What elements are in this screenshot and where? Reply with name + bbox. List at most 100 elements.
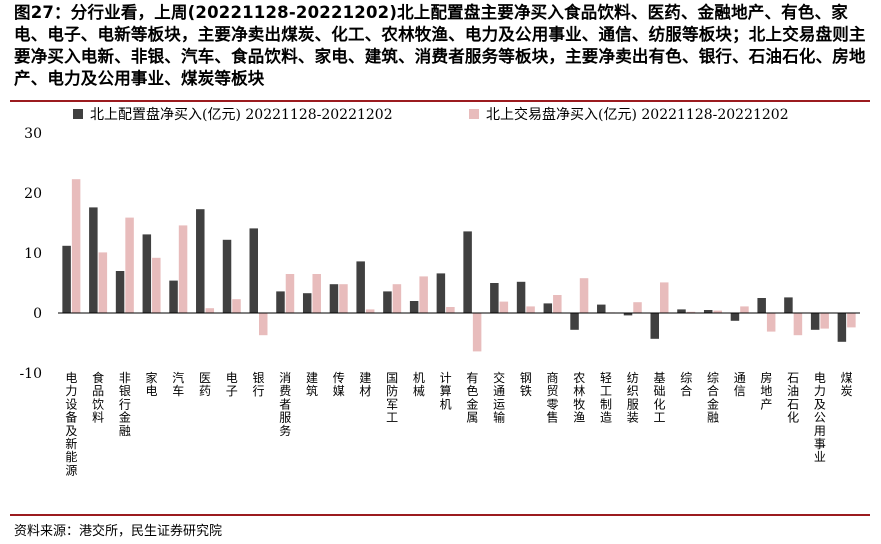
bar-series-1 (276, 291, 285, 313)
category-label: 煤炭 (841, 371, 853, 398)
category-label: 建材 (359, 371, 371, 398)
y-tick-label: 20 (24, 186, 42, 202)
category-label: 食品饮料 (92, 370, 104, 425)
y-axis: -10 0 10 20 30 (19, 126, 42, 382)
bar-series-1 (810, 313, 820, 330)
bar-series-2 (472, 313, 482, 352)
bar-series-1 (837, 313, 847, 342)
category-label: 商贸零售 (547, 370, 559, 425)
legend-label-series-2: 北上交易盘净买入(亿元) 20221128-20221202 (486, 106, 789, 123)
category-label: 有色金属 (466, 371, 478, 425)
bar-series-2 (205, 308, 215, 313)
bar-series-2 (740, 306, 749, 313)
bar-series-2 (419, 276, 428, 313)
bar-series-1 (730, 313, 740, 321)
bar-series-1 (623, 313, 633, 316)
bar-series-1 (62, 245, 71, 313)
category-label: 纺织服装 (627, 371, 639, 425)
category-label: 农林牧渔 (573, 371, 585, 425)
figure-title: 图27：分行业看，上周(20221128-20221202)北上配置盘主要净买入… (14, 3, 866, 88)
bar-series-1 (677, 309, 686, 313)
top-rule (10, 100, 870, 102)
category-label: 电力及公用事业 (814, 371, 826, 464)
bar-series-1 (142, 234, 152, 313)
source-note: 资料来源：港交所，民生证券研究院 (14, 524, 223, 539)
category-label: 通信 (734, 371, 746, 398)
bar-series-2 (686, 311, 696, 313)
bar-series-2 (766, 313, 776, 332)
y-tick-label: 10 (24, 246, 42, 262)
category-label: 家电 (146, 370, 158, 398)
bar-series-2 (152, 257, 161, 313)
bar-series-2 (820, 313, 829, 329)
legend-swatch-series-1 (73, 109, 83, 119)
bar-series-1 (115, 271, 125, 313)
bar-series-2 (499, 301, 509, 313)
bar-series-1 (89, 207, 98, 313)
category-label: 综合 (680, 371, 692, 398)
category-label: 石油石化 (787, 371, 799, 425)
bar-series-1 (169, 280, 178, 313)
category-label: 银行 (252, 371, 264, 398)
category-label: 电子 (226, 371, 238, 398)
legend: 北上配置盘净买入(亿元) 20221128-20221202 北上交易盘净买入(… (73, 106, 789, 123)
category-label: 消费者服务 (279, 371, 291, 438)
bar-series-2 (713, 310, 722, 313)
bar-series-1 (570, 313, 579, 330)
category-label: 房地产 (760, 370, 772, 411)
category-label: 传媒 (333, 370, 345, 398)
category-label: 轻工制造 (600, 371, 612, 425)
bar-series-1 (329, 284, 339, 313)
bar-series-1 (784, 297, 793, 313)
bar-series-2 (71, 179, 81, 313)
bar-series-2 (526, 306, 535, 313)
bar-series-2 (178, 225, 188, 313)
legend-swatch-series-2 (469, 109, 479, 119)
bar-series-1 (703, 310, 713, 313)
category-label: 非银行金融 (119, 371, 131, 438)
bar-series-2 (392, 284, 402, 313)
bar-series-2 (633, 302, 642, 313)
bar-series-2 (793, 313, 803, 336)
bar-chart: 北上配置盘净买入(亿元) 20221128-20221202 北上交易盘净买入(… (19, 106, 860, 477)
bar-series-2 (579, 278, 589, 313)
bar-series-1 (757, 298, 766, 313)
bar-series-1 (463, 231, 472, 313)
bar-series-2 (285, 274, 295, 313)
category-label: 计算机 (440, 371, 452, 411)
category-label: 国防军工 (386, 371, 398, 425)
category-label: 基础化工 (653, 371, 665, 425)
bar-series-2 (365, 309, 375, 313)
bar-series-2 (232, 299, 241, 313)
category-label: 建筑 (306, 371, 318, 398)
bar-series-1 (597, 304, 606, 313)
category-label: 机械 (413, 371, 425, 398)
bar-series-2 (446, 307, 455, 313)
bar-series-1 (436, 273, 446, 313)
category-label: 电力设备及新能源 (65, 371, 77, 477)
bar-series-2 (125, 217, 134, 313)
y-tick-label: 0 (33, 306, 42, 322)
bar-series-2 (259, 313, 268, 336)
bar-series-1 (302, 293, 312, 313)
bar-series-1 (490, 283, 499, 313)
bar-series-2 (98, 252, 108, 313)
bar-series-2 (339, 284, 348, 313)
bar-series-1 (516, 281, 526, 313)
y-tick-label: -10 (19, 366, 42, 382)
bottom-rule (10, 514, 870, 516)
bar-series-2 (312, 274, 321, 313)
category-label: 医药 (199, 371, 211, 398)
bar-series-1 (356, 261, 365, 313)
bar-series-1 (543, 303, 553, 313)
bar-series-2 (553, 295, 562, 313)
bar-series-1 (222, 239, 232, 313)
bar-series-1 (196, 209, 205, 313)
category-label: 交通运输 (493, 370, 505, 425)
category-label: 汽车 (172, 370, 184, 398)
category-label: 综合金融 (707, 371, 719, 425)
bar-series-1 (650, 313, 659, 339)
bar-series-1 (249, 228, 258, 313)
bar-series-2 (660, 282, 669, 313)
